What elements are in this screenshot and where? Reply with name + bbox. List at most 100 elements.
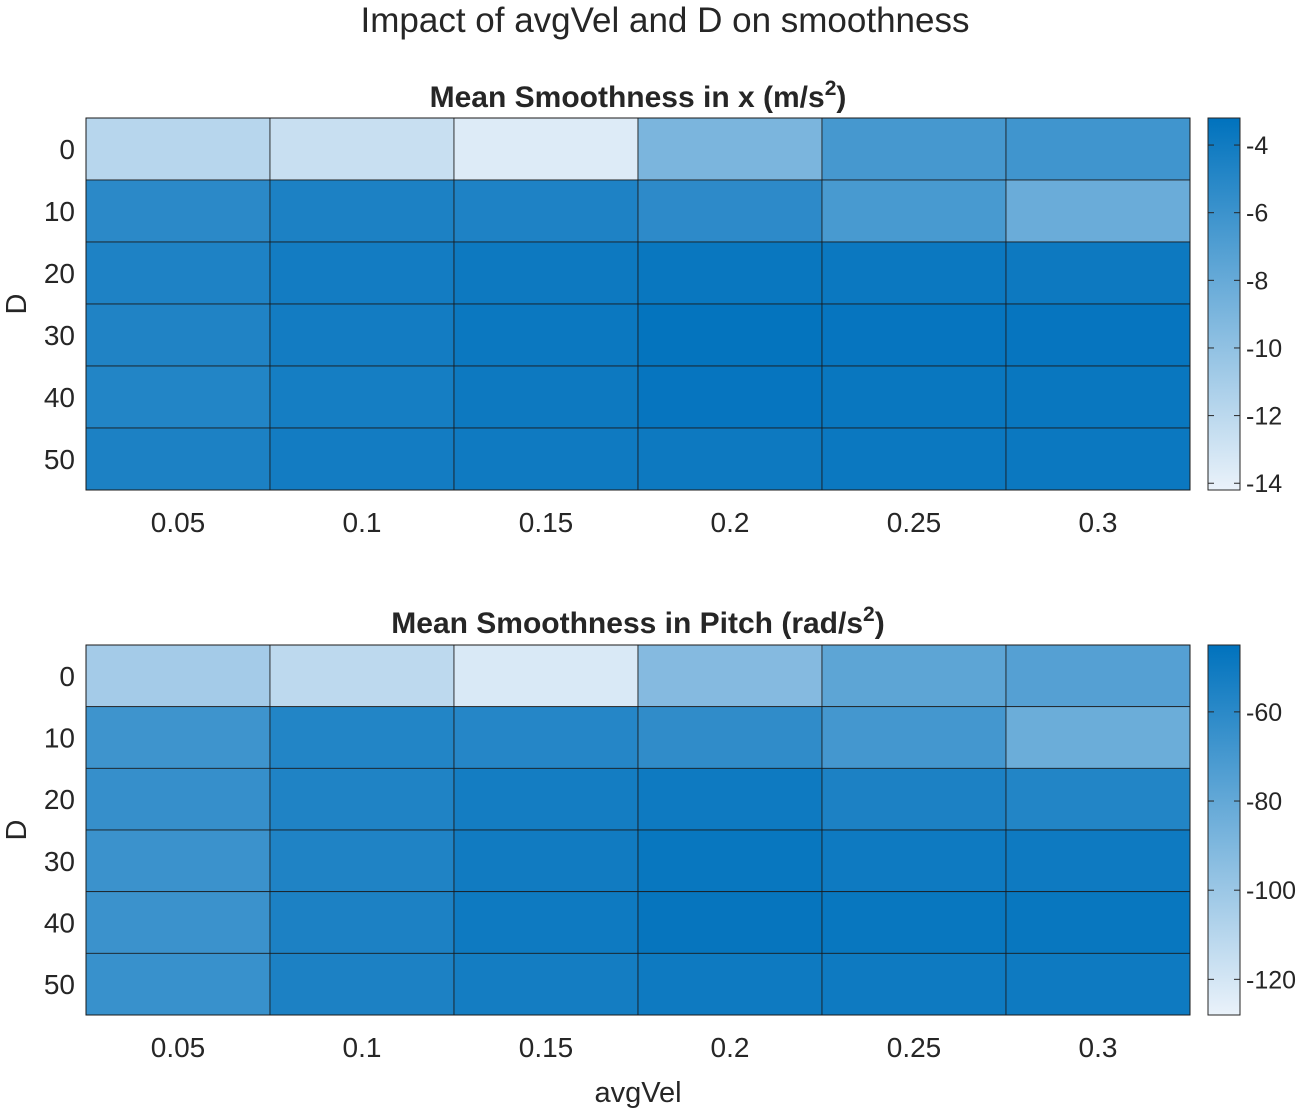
colorbar	[1207, 644, 1241, 1016]
heatmap-cell	[1005, 644, 1191, 708]
heatmap-cell	[1005, 706, 1191, 769]
colorbar-tick-label: -100	[1246, 877, 1296, 905]
y-tick-label: 50	[44, 969, 75, 1000]
figure-title: Impact of avgVel and D on smoothness	[361, 1, 970, 40]
heatmap-cell	[269, 767, 455, 831]
heatmap-cell	[85, 241, 271, 305]
heatmap-panel-pitch: Mean Smoothness in Pitch (rad/s2) 0 10 20 30…	[1, 603, 1296, 1063]
heatmap-cell	[269, 644, 455, 708]
x-tick-label: 0.1	[343, 1032, 382, 1063]
heatmap-cell	[453, 952, 639, 1016]
heatmap-cell	[269, 829, 455, 893]
x-tick-label: 0.25	[887, 1032, 942, 1063]
y-tick-label: 30	[44, 846, 75, 877]
heatmap-cell	[637, 303, 823, 367]
y-tick-label: 40	[44, 382, 75, 413]
heatmap-cell	[1005, 117, 1191, 181]
x-tick-label: 0.2	[711, 507, 750, 538]
y-tick-label: 0	[59, 661, 75, 692]
y-tick-label: 20	[44, 784, 75, 815]
heatmap-cell	[269, 241, 455, 305]
heatmap-cell	[821, 241, 1007, 305]
heatmap-cell	[85, 303, 271, 367]
heatmap-cell	[821, 365, 1007, 429]
colorbar-tick-label: -120	[1246, 966, 1296, 994]
heatmap-cell	[85, 427, 271, 491]
heatmap-cell	[637, 952, 823, 1016]
y-axis-label: D	[1, 820, 33, 841]
heatmap-cell	[269, 179, 455, 243]
heatmap-cell	[85, 365, 271, 429]
heatmap-cell	[1005, 829, 1191, 893]
heatmap-cell	[453, 706, 639, 769]
colorbar-tick-label: -4	[1246, 132, 1268, 160]
heatmap-cell	[637, 117, 823, 181]
heatmap-cell	[637, 891, 823, 954]
colorbar-tick-label: -10	[1246, 335, 1282, 363]
colorbar-tick-label: -80	[1246, 788, 1282, 816]
heatmap-cell	[1005, 303, 1191, 367]
heatmap-cell	[637, 829, 823, 893]
heatmap-cell	[85, 644, 271, 708]
heatmap-cell	[1005, 891, 1191, 954]
heatmap-cell	[637, 179, 823, 243]
heatmap-cell	[637, 427, 823, 491]
x-tick-label: 0.15	[519, 1032, 574, 1063]
colorbar-tick-label: -60	[1246, 699, 1282, 727]
heatmap-cell	[269, 365, 455, 429]
heatmap-cell	[453, 365, 639, 429]
x-tick-label: 0.05	[151, 1032, 206, 1063]
heatmap-cell	[821, 644, 1007, 708]
heatmap-cell	[821, 952, 1007, 1016]
colorbar-tick-label: -14	[1246, 470, 1282, 498]
x-tick-label: 0.25	[887, 507, 942, 538]
panel-title: Mean Smoothness in Pitch (rad/s2)	[391, 603, 884, 640]
heatmap-cell	[85, 179, 271, 243]
heatmap-cell	[269, 952, 455, 1016]
y-tick-label: 10	[44, 196, 75, 227]
heatmap-cell	[269, 891, 455, 954]
heatmap-cell	[85, 829, 271, 893]
heatmap-cell	[821, 829, 1007, 893]
x-tick-label: 0.1	[343, 507, 382, 538]
heatmap-cell	[85, 117, 271, 181]
x-tick-label: 0.15	[519, 507, 574, 538]
x-tick-label: 0.3	[1079, 1032, 1118, 1063]
plot-border	[85, 644, 1191, 1016]
heatmap-cell	[453, 891, 639, 954]
heatmap-cell	[453, 179, 639, 243]
plot-border	[85, 117, 1191, 491]
colorbar-tick-label: -8	[1246, 267, 1268, 295]
heatmap-cell	[821, 303, 1007, 367]
heatmap-cell	[821, 767, 1007, 831]
y-tick-label: 30	[44, 320, 75, 351]
heatmap-cell	[269, 117, 455, 181]
heatmap-cell	[637, 241, 823, 305]
heatmap-cell	[453, 829, 639, 893]
x-tick-label: 0.05	[151, 507, 206, 538]
heatmap-cell	[85, 952, 271, 1016]
heatmap-cell	[453, 767, 639, 831]
y-axis-label: D	[1, 294, 33, 315]
heatmap-cell	[453, 117, 639, 181]
heatmap-cell	[1005, 365, 1191, 429]
colorbar-tick-label: -6	[1246, 200, 1268, 228]
y-tick-label: 50	[44, 444, 75, 475]
heatmap-cell	[453, 644, 639, 708]
heatmap-cell	[85, 767, 271, 831]
heatmap-cell	[1005, 767, 1191, 831]
heatmap-cell	[821, 179, 1007, 243]
x-tick-label: 0.2	[711, 1032, 750, 1063]
heatmap-cell	[1005, 179, 1191, 243]
x-tick-label: 0.3	[1079, 507, 1118, 538]
heatmap-cell	[637, 644, 823, 708]
heatmap-cell	[269, 303, 455, 367]
y-tick-label: 10	[44, 723, 75, 754]
heatmap-cell	[1005, 427, 1191, 491]
y-tick-label: 0	[59, 134, 75, 165]
heatmap-cell	[269, 706, 455, 769]
x-axis-label: avgVel	[594, 1077, 681, 1109]
heatmap-cell	[453, 427, 639, 491]
y-tick-label: 40	[44, 908, 75, 939]
